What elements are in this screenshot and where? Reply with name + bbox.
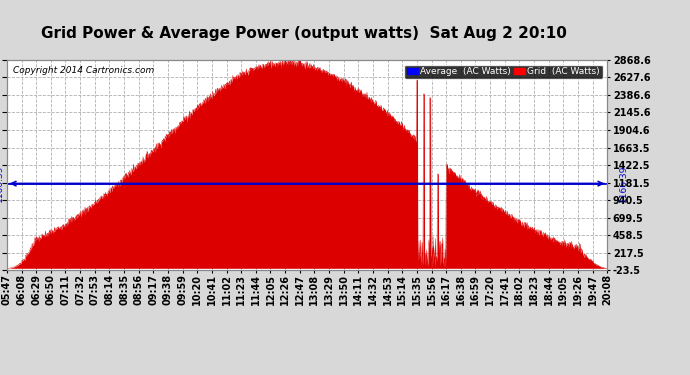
Text: 1166.39: 1166.39 — [619, 165, 628, 202]
Legend: Average  (AC Watts), Grid  (AC Watts): Average (AC Watts), Grid (AC Watts) — [404, 64, 602, 79]
Text: Copyright 2014 Cartronics.com: Copyright 2014 Cartronics.com — [13, 66, 154, 75]
Text: Grid Power & Average Power (output watts)  Sat Aug 2 20:10: Grid Power & Average Power (output watts… — [41, 26, 566, 41]
Text: 1166.39: 1166.39 — [0, 165, 4, 202]
